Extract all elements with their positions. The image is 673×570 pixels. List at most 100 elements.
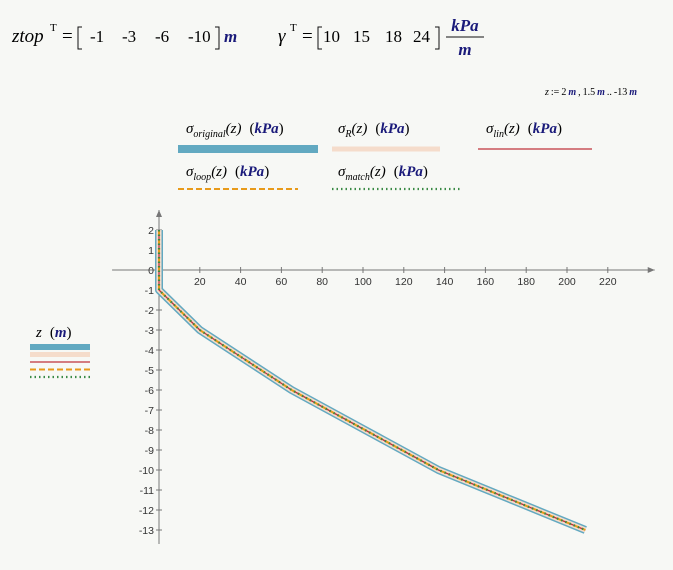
x-tick-label: 80 [316, 276, 328, 288]
legend-subscript: match [345, 172, 369, 183]
eq-op: = [62, 26, 73, 47]
legend-arg: (z) [226, 121, 242, 137]
eq-value: -3 [122, 27, 136, 46]
legend-unit: kPa [399, 164, 424, 180]
y-tick-label: 2 [148, 225, 154, 237]
paren: ) [67, 325, 72, 341]
y-tick-label: -7 [145, 405, 154, 417]
range-part: m [568, 87, 576, 98]
range-part: , [578, 87, 581, 98]
range-part: m [597, 87, 605, 98]
y-tick-label: -8 [145, 425, 154, 437]
paren: ( [528, 121, 533, 137]
paren: ( [375, 121, 380, 137]
eq-sup: T [290, 22, 297, 34]
y-tick-label: -11 [140, 485, 155, 497]
y-tick-label: -9 [145, 445, 154, 457]
legend-unit: kPa [380, 121, 405, 137]
y-tick-label: -12 [139, 505, 154, 517]
x-tick-label: 40 [235, 276, 247, 288]
paren: ( [50, 325, 55, 341]
range-part: .. [607, 87, 612, 98]
legend: σoriginal(z) (kPa) σR(z) (kPa) σlin(z) (kPa)σ… [30, 121, 592, 379]
eq-value: 15 [353, 27, 370, 46]
legend-subscript: original [193, 129, 225, 140]
eq-lhs: γ [278, 26, 286, 47]
y-arrow [156, 210, 162, 217]
legend-arg: (z) [211, 164, 227, 180]
y-tick-label: -6 [145, 385, 154, 397]
x-tick-label: 180 [517, 276, 535, 288]
x-tick-label: 220 [599, 276, 617, 288]
bracket [435, 26, 440, 50]
paren: ) [557, 121, 562, 137]
range-definition: z:= 2 m, 1.5 m.. -13 m [544, 87, 637, 98]
range-part: z [544, 87, 549, 98]
range-part: -13 [614, 87, 627, 98]
eq-unit-den: m [458, 40, 471, 59]
legend-symbol: σ [486, 121, 494, 137]
paren: ) [264, 164, 269, 180]
paren: ) [423, 164, 428, 180]
eq-value: -6 [155, 27, 169, 46]
range-part: 1.5 [583, 87, 596, 98]
legend-arg: (z) [370, 164, 386, 180]
x-tick-label: 160 [477, 276, 495, 288]
eq-sup: T [50, 22, 57, 34]
legend-symbol: σ [338, 164, 346, 180]
legend-arg: (z) [352, 121, 368, 137]
eq-value: -1 [90, 27, 104, 46]
legend-symbol: σ [338, 121, 346, 137]
plot: 20 40 60 80 100 120 140 160 180 200 220 2 1 0 -1 -2 -3 -4… [112, 210, 655, 544]
legend-unit: kPa [254, 121, 279, 137]
eq-unit-num: kPa [451, 16, 479, 35]
y-label: z [35, 325, 42, 341]
range-part: m [629, 87, 637, 98]
x-tick-label: 200 [558, 276, 576, 288]
series-line [157, 230, 586, 532]
x-tick-label: 100 [354, 276, 372, 288]
x-tick-label: 60 [276, 276, 288, 288]
y-tick-label: -10 [139, 465, 154, 477]
paren: ( [394, 164, 399, 180]
paren: ( [235, 164, 240, 180]
legend-label: σlin(z) (kPa) [486, 121, 562, 140]
y-axis-label: z (m) [35, 325, 72, 341]
legend-unit: kPa [533, 121, 558, 137]
legend-label: σR(z) (kPa) [338, 121, 410, 140]
eq-value: 18 [385, 27, 402, 46]
y-tick-label: -3 [145, 325, 154, 337]
bracket [215, 26, 220, 50]
legend-subscript: lin [493, 129, 504, 140]
legend-symbol: σ [186, 164, 194, 180]
y-unit: m [55, 325, 67, 341]
legend-label: σmatch(z) (kPa) [338, 164, 428, 183]
y-tick-label: 1 [148, 245, 154, 257]
bracket [77, 26, 82, 50]
y-tick-label: -1 [145, 285, 154, 297]
legend-label: σloop(z) (kPa) [186, 164, 269, 183]
x-tick-label: 20 [194, 276, 206, 288]
paren: ) [405, 121, 410, 137]
legend-arg: (z) [504, 121, 520, 137]
eq-op: = [302, 26, 313, 47]
y-tick-label: -2 [145, 305, 154, 317]
x-arrow [647, 267, 655, 273]
eq-lhs: ztop [11, 26, 44, 47]
eq-value: -10 [188, 27, 211, 46]
paren: ( [249, 121, 254, 137]
legend-unit: kPa [240, 164, 265, 180]
y-tick-label: -5 [145, 365, 154, 377]
eq-unit: m [224, 27, 237, 46]
eq-value: 10 [323, 27, 340, 46]
x-tick-label: 120 [395, 276, 413, 288]
bracket [317, 26, 322, 50]
y-tick-label: -13 [139, 525, 154, 537]
legend-subscript: loop [193, 172, 211, 183]
legend-symbol: σ [186, 121, 194, 137]
legend-label: σoriginal(z) (kPa) [186, 121, 284, 140]
range-part: := [551, 87, 560, 98]
